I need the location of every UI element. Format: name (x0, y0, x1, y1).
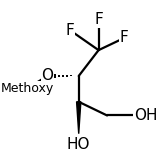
Text: Methoxy: Methoxy (1, 82, 54, 95)
Text: F: F (66, 23, 75, 38)
Text: F: F (94, 12, 103, 27)
Text: OH: OH (134, 108, 158, 123)
Polygon shape (77, 102, 81, 134)
Text: O: O (42, 69, 53, 83)
Text: F: F (120, 31, 128, 45)
Text: HO: HO (67, 137, 90, 152)
